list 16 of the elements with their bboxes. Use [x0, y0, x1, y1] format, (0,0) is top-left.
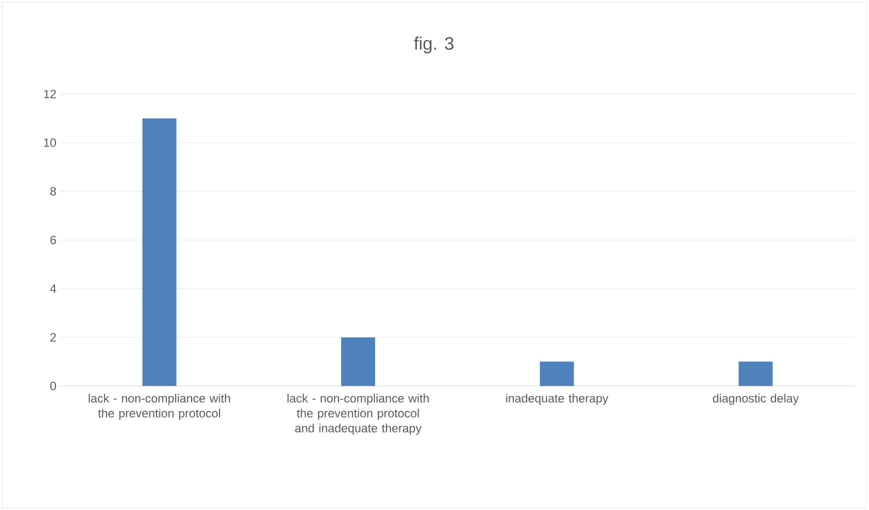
- y-tick-label: 6: [50, 236, 56, 244]
- x-tick-label: lack - non-compliance with the prevention protocol and inadequate therapy: [288, 394, 429, 435]
- y-tick-label: 12: [44, 90, 56, 98]
- y-tick-label: 10: [44, 138, 56, 147]
- bar: [142, 118, 176, 386]
- x-tick-label: lack - non-compliance with the prevention protocol: [88, 394, 230, 420]
- bar: [341, 337, 376, 386]
- bar: [540, 362, 574, 386]
- y-tick-label: 8: [50, 187, 56, 196]
- chart-title: fig. 3: [414, 36, 454, 54]
- x-tick-label: inadequate therapy: [506, 394, 608, 405]
- x-tick-label: diagnostic delay: [712, 394, 799, 405]
- y-tick-label: 4: [50, 284, 56, 293]
- y-tick-label: 2: [50, 333, 56, 342]
- bar: [738, 362, 773, 386]
- y-tick-label: 0: [50, 382, 56, 390]
